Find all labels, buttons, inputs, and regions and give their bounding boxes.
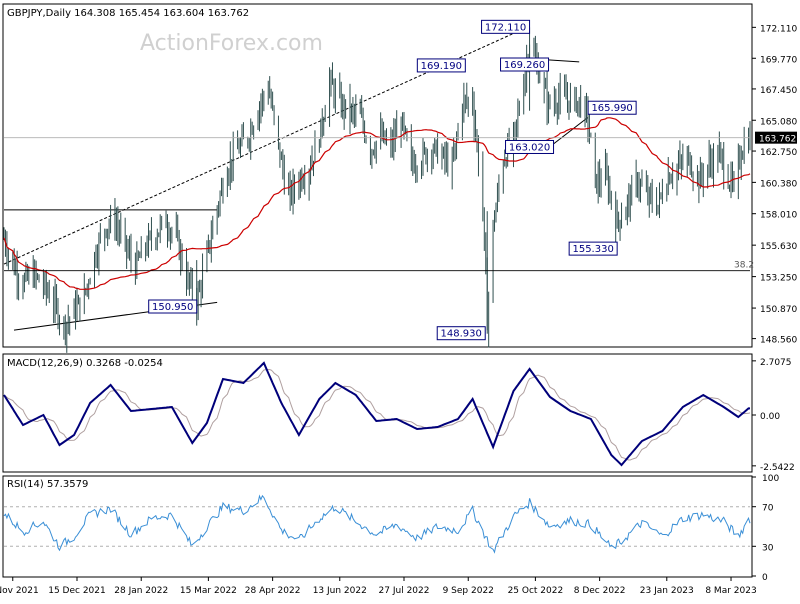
macd-panel-title: MACD(12,26,9) 0.3268 -0.0254 <box>7 358 163 369</box>
price-tick-label: 148.560 <box>760 336 797 346</box>
rsi-tick-label: 100 <box>762 474 779 484</box>
x-tick-label: 9 Sep 2022 <box>443 586 494 596</box>
price-annotation-label: 165.990 <box>591 103 632 114</box>
x-tick-label: 8 Mar 2023 <box>705 586 756 596</box>
price-annotation-box <box>587 100 637 115</box>
price-tick-label: 169.770 <box>760 55 797 65</box>
price-tick-label: 153.250 <box>760 274 797 284</box>
current-price-label: 163.762 <box>759 135 796 145</box>
price-panel-title: GBPJPY,Daily 164.308 165.454 163.604 163… <box>7 8 249 19</box>
price-annotation-box <box>416 58 466 73</box>
x-tick-label: 28 Apr 2022 <box>245 586 301 596</box>
rsi-tick-label: 0 <box>762 573 768 583</box>
x-tick-label: 27 Jul 2022 <box>379 586 430 596</box>
macd-tick-label: -2.5422 <box>760 463 795 473</box>
price-tick-label: 150.870 <box>760 305 797 315</box>
x-tick-label: 15 Dec 2021 <box>48 586 106 596</box>
price-annotation-label: 172.110 <box>485 22 526 33</box>
price-annotation-box <box>148 299 198 314</box>
rsi-line <box>3 494 751 554</box>
macd-axis: 2.7075 0.00 -2.5422 <box>752 358 795 473</box>
macd-panel-frame <box>2 353 753 473</box>
x-tick-label: 25 Oct 2022 <box>508 586 564 596</box>
x-tick-label: 23 Jan 2023 <box>640 586 694 596</box>
price-annotation-box <box>436 326 486 341</box>
macd-tick-label: 2.7075 <box>760 358 792 368</box>
price-tick-label: 167.450 <box>760 86 797 96</box>
macd-tick-label: 0.00 <box>760 412 780 422</box>
rsi-tick-label: 30 <box>762 543 774 553</box>
price-annotations: 172.110 169.190 169.260 165.990 163.020 155.3… <box>148 19 637 341</box>
rsi-panel-frame <box>2 475 753 578</box>
price-annotation-label: 163.020 <box>509 142 550 153</box>
price-panel-frame <box>2 3 753 348</box>
price-tick-label: 158.010 <box>760 211 797 221</box>
price-annotation-box <box>500 57 550 72</box>
price-bars <box>3 27 751 353</box>
price-annotation-box <box>481 19 531 34</box>
triangle-lower-line <box>548 116 589 149</box>
x-tick-label: 1 Nov 2021 <box>0 586 39 596</box>
macd-line <box>3 361 750 467</box>
price-tick-label: 162.750 <box>760 148 797 158</box>
rsi-axis: 100 70 30 0 <box>4 474 779 583</box>
x-axis: 1 Nov 2021 15 Dec 2021 28 Jan 2022 15 Mar 2… <box>0 577 757 596</box>
rsi-panel-title: RSI(14) 57.3579 <box>7 479 88 490</box>
fib-level-label: 38.2 <box>734 261 754 271</box>
price-tick-label: 165.080 <box>760 117 797 127</box>
price-annotation-label: 169.260 <box>504 60 545 71</box>
x-tick-label: 15 Mar 2022 <box>180 586 237 596</box>
price-annotation-box <box>505 139 555 154</box>
price-axis: 172.110 169.770 167.450 165.080 162.750 160.3… <box>4 24 797 346</box>
x-tick-label: 8 Dec 2022 <box>574 586 626 596</box>
rsi-tick-label: 70 <box>762 504 774 514</box>
price-annotation-label: 169.190 <box>421 61 462 72</box>
current-price-badge <box>755 131 797 144</box>
moving-average-line <box>3 117 751 290</box>
price-annotation-label: 150.950 <box>152 302 193 313</box>
price-annotation-label: 155.330 <box>572 244 613 255</box>
price-annotation-box <box>568 241 618 256</box>
price-annotation-label: 148.930 <box>441 329 482 340</box>
price-tick-label: 172.110 <box>760 24 797 34</box>
price-tick-label: 160.380 <box>760 179 797 189</box>
x-tick-label: 28 Jan 2022 <box>114 586 168 596</box>
watermark: ActionForex.com <box>140 31 323 56</box>
x-tick-label: 13 Jun 2022 <box>313 586 367 596</box>
price-tick-label: 155.630 <box>760 242 797 252</box>
